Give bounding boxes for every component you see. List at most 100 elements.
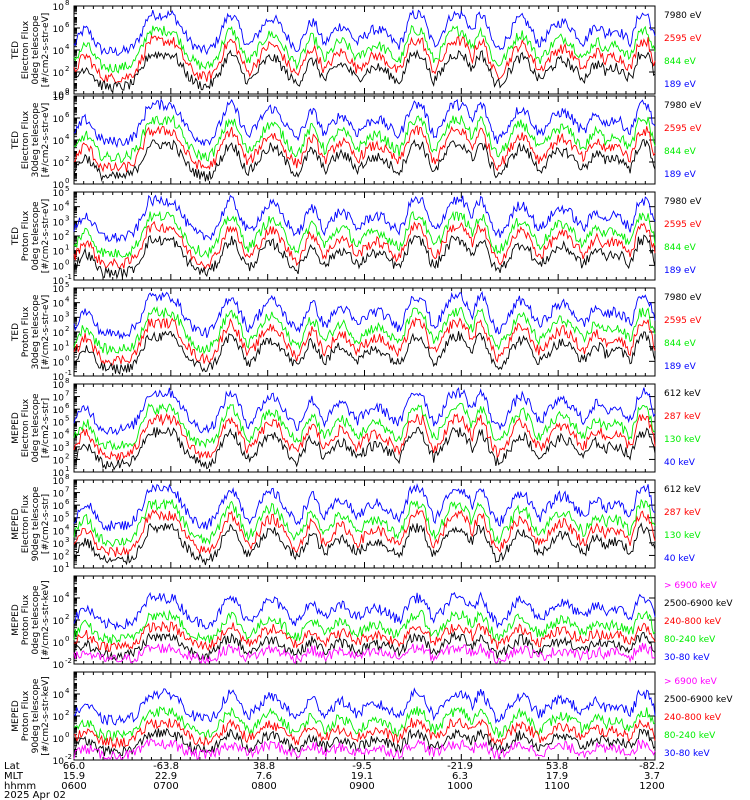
y-tick-exponent: 5 xyxy=(65,185,69,193)
series-line xyxy=(73,290,656,340)
y-tick-label: 10 xyxy=(53,93,65,103)
series-line xyxy=(73,210,656,259)
y-tick-label: 10 xyxy=(53,444,65,454)
y-tick-exponent: 0 xyxy=(65,635,69,643)
y-tick-exponent: 8 xyxy=(65,0,69,7)
lat-tick-label: 53.8 xyxy=(546,761,568,772)
mlt-tick-label: 3.7 xyxy=(644,771,660,782)
time-axis: Lat MLT hhmm 2025 Apr 02 66.0 15.9 0600 … xyxy=(4,761,665,800)
lat-tick-label: -9.5 xyxy=(352,761,372,772)
y-tick-exponent: 4 xyxy=(65,427,70,435)
y-axis-label-line: 90deg telescope xyxy=(31,486,41,561)
series-line xyxy=(73,591,656,631)
y-axis-label-line: 0deg telescope xyxy=(31,15,41,85)
y-tick-label: 10 xyxy=(53,344,65,354)
y-axis-label: MEPEDProton Flux90deg telescope[#/cm2-s-… xyxy=(11,676,51,755)
y-tick-label: 10 xyxy=(53,285,65,295)
series-line xyxy=(73,412,656,462)
legend-entry: 612 keV xyxy=(664,389,701,399)
series-line xyxy=(73,522,656,566)
series-line xyxy=(73,114,656,164)
y-tick-label: 10 xyxy=(53,314,65,324)
y-tick-exponent: 4 xyxy=(65,591,70,599)
y-tick-label: 10 xyxy=(53,595,65,605)
y-tick-label: 10 xyxy=(53,47,65,57)
legend-entry: 240-800 keV xyxy=(664,617,722,627)
y-axis-label: TEDElectron Flux30deg telescope[#/cm2-s-… xyxy=(11,102,51,177)
y-tick-exponent: 7 xyxy=(65,390,69,398)
y-axis-label-line: [#/cm2-s-str-eV] xyxy=(41,103,51,178)
y-tick-label: 10 xyxy=(53,233,65,243)
y-tick-label: 10 xyxy=(53,248,65,258)
legend-entry: 2595 eV xyxy=(664,124,702,134)
series-line xyxy=(73,402,656,451)
y-tick-exponent: 2 xyxy=(65,548,69,556)
y-tick-label: 10 xyxy=(53,456,65,466)
y-axis-label-line: [#/cm2-s-str-eV] xyxy=(41,199,51,274)
plot-frame xyxy=(73,479,656,569)
hhmm-tick-label: 1100 xyxy=(544,781,569,792)
y-axis-label-line: 0deg telescope xyxy=(31,201,41,271)
series-line xyxy=(73,234,656,280)
y-tick-exponent: 4 xyxy=(65,133,70,141)
series-line xyxy=(73,306,656,356)
y-axis-label: TEDProton Flux0deg telescope[#/cm2-s-str… xyxy=(11,199,51,274)
y-axis-label-line: [#/cm2-s-str] xyxy=(41,494,51,554)
series-line xyxy=(73,630,656,662)
y-tick-label: 10 xyxy=(53,757,65,767)
y-tick-exponent: 1 xyxy=(65,561,69,569)
y-axis-label-line: [#/cm2-s-str] xyxy=(41,398,51,458)
y-axis-label-line: [#/cm2-s-str-eV] xyxy=(41,13,51,88)
y-tick-label: 10 xyxy=(53,181,65,191)
y-axis-label-line: 30deg telescope xyxy=(31,102,41,177)
y-tick-label: 10 xyxy=(53,477,65,487)
y-tick-exponent: 0 xyxy=(65,258,69,266)
y-axis-label-line: Proton Flux xyxy=(21,594,31,645)
y-tick-exponent: -2 xyxy=(65,753,72,761)
y-tick-label: 10 xyxy=(53,565,65,575)
legend-entry: 844 eV xyxy=(664,147,697,157)
y-tick-exponent: 4 xyxy=(65,687,70,695)
legend-entry: 189 eV xyxy=(664,266,697,276)
series-line xyxy=(73,687,656,726)
y-tick-label: 10 xyxy=(53,617,65,627)
y-tick-exponent: 6 xyxy=(65,402,70,410)
y-tick-label: 10 xyxy=(53,204,65,214)
y-tick-exponent: 3 xyxy=(65,536,69,544)
lat-tick-label: -63.8 xyxy=(153,761,179,772)
time-axis-row-label-lat: Lat xyxy=(4,761,20,772)
y-tick-label: 10 xyxy=(53,527,65,537)
lat-tick-label: 38.8 xyxy=(253,761,275,772)
y-axis-label-line: Electron Flux xyxy=(21,110,31,169)
y-axis-label-line: TED xyxy=(11,323,21,342)
y-tick-exponent: 0 xyxy=(65,354,69,362)
y-tick-label: 10 xyxy=(53,262,65,272)
y-axis-label-line: Electron Flux xyxy=(21,398,31,457)
series-line xyxy=(73,98,656,149)
y-axis-label-line: TED xyxy=(11,131,21,150)
y-tick-label: 10 xyxy=(53,406,65,416)
y-axis-label-line: [#/cm2-s-str-keV] xyxy=(41,676,51,755)
y-tick-exponent: 6 xyxy=(65,498,70,506)
y-tick-exponent: 0 xyxy=(65,87,69,95)
y-tick-label: 10 xyxy=(53,469,65,479)
y-tick-exponent: 5 xyxy=(65,511,69,519)
y-tick-exponent: 4 xyxy=(65,296,70,304)
y-tick-label: 10 xyxy=(53,419,65,429)
series-line xyxy=(73,738,656,760)
mlt-tick-label: 6.3 xyxy=(452,771,468,782)
hhmm-tick-label: 0800 xyxy=(251,781,276,792)
y-tick-label: 10 xyxy=(53,490,65,500)
y-tick-label: 10 xyxy=(53,431,65,441)
y-tick-exponent: -2 xyxy=(65,657,72,665)
mlt-tick-label: 19.1 xyxy=(351,771,373,782)
hhmm-tick-label: 0900 xyxy=(349,781,374,792)
y-tick-label: 10 xyxy=(53,115,65,125)
legend-entry: 189 eV xyxy=(664,80,697,90)
series-line xyxy=(73,49,656,93)
series-line xyxy=(73,498,656,548)
